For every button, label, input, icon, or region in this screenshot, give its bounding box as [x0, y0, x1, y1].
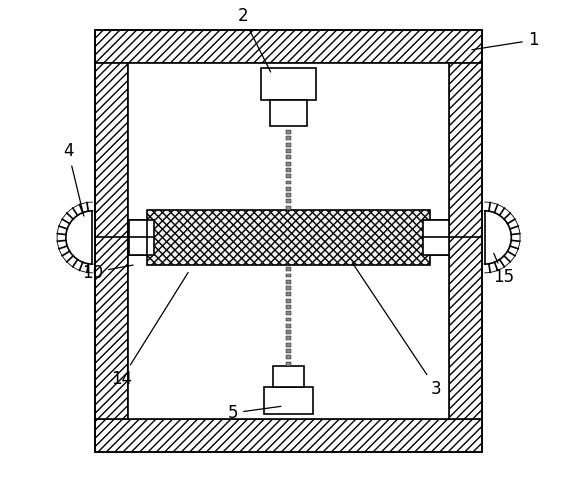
Bar: [128, 63, 449, 419]
Bar: [286, 181, 291, 185]
Bar: [286, 280, 291, 284]
Bar: [286, 267, 291, 271]
Bar: [286, 187, 291, 191]
Bar: [273, 366, 304, 387]
Bar: [261, 68, 317, 100]
Bar: [95, 31, 482, 63]
Bar: [286, 362, 291, 366]
Bar: [286, 168, 291, 172]
Bar: [286, 311, 291, 315]
Bar: [128, 63, 449, 419]
Bar: [95, 31, 482, 452]
Bar: [286, 143, 291, 147]
Text: 5: 5: [228, 404, 281, 422]
Text: 3: 3: [352, 263, 442, 398]
Bar: [286, 330, 291, 334]
Bar: [129, 220, 147, 255]
Bar: [147, 209, 430, 265]
Bar: [286, 193, 291, 197]
Bar: [286, 286, 291, 290]
Bar: [286, 162, 291, 166]
Bar: [286, 155, 291, 159]
Text: 1: 1: [472, 31, 538, 50]
Bar: [286, 274, 291, 278]
Bar: [286, 337, 291, 340]
Bar: [423, 220, 449, 255]
Text: 4: 4: [63, 143, 84, 216]
Bar: [128, 220, 154, 255]
Bar: [271, 100, 307, 126]
Text: 14: 14: [111, 273, 188, 388]
Bar: [286, 343, 291, 347]
Bar: [449, 63, 482, 419]
Bar: [95, 419, 482, 452]
Bar: [286, 200, 291, 203]
Bar: [286, 324, 291, 328]
Bar: [286, 130, 291, 134]
Text: 10: 10: [82, 263, 133, 281]
Bar: [430, 220, 448, 255]
Bar: [286, 349, 291, 353]
Bar: [286, 318, 291, 321]
Text: 2: 2: [237, 7, 271, 72]
Bar: [286, 206, 291, 209]
Bar: [286, 299, 291, 302]
Bar: [286, 174, 291, 178]
Bar: [286, 305, 291, 309]
Bar: [147, 209, 430, 265]
Bar: [286, 136, 291, 140]
Bar: [286, 356, 291, 359]
Bar: [286, 149, 291, 153]
Bar: [286, 292, 291, 296]
Text: 15: 15: [494, 253, 514, 286]
Bar: [95, 63, 128, 419]
Bar: [264, 387, 313, 414]
